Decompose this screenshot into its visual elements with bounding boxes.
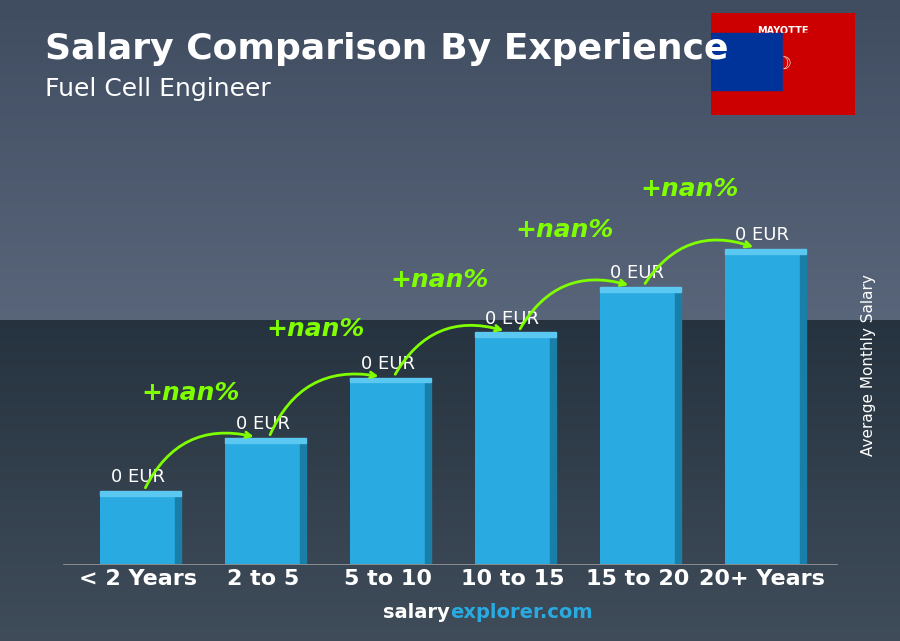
- Bar: [225, 438, 306, 443]
- Text: salary: salary: [383, 603, 450, 622]
- Bar: [475, 337, 550, 564]
- Text: 0 EUR: 0 EUR: [361, 355, 415, 373]
- Bar: [176, 496, 181, 564]
- Text: 0 EUR: 0 EUR: [236, 415, 290, 433]
- Text: 0 EUR: 0 EUR: [485, 310, 539, 328]
- Text: MAYOTTE: MAYOTTE: [757, 26, 809, 37]
- Text: 0 EUR: 0 EUR: [610, 264, 664, 282]
- Bar: [711, 33, 783, 90]
- Bar: [425, 383, 431, 564]
- Bar: [550, 337, 556, 564]
- Bar: [225, 443, 301, 564]
- Bar: [350, 378, 431, 383]
- Text: Fuel Cell Engineer: Fuel Cell Engineer: [45, 77, 271, 101]
- Bar: [675, 292, 680, 564]
- Text: +nan%: +nan%: [516, 219, 614, 242]
- Text: Average Monthly Salary: Average Monthly Salary: [861, 274, 876, 456]
- Bar: [724, 249, 806, 254]
- Bar: [599, 287, 680, 292]
- Text: Salary Comparison By Experience: Salary Comparison By Experience: [45, 32, 728, 66]
- Bar: [724, 254, 799, 564]
- Bar: [783, 33, 855, 90]
- Bar: [799, 254, 806, 564]
- Text: +nan%: +nan%: [141, 381, 239, 405]
- Bar: [350, 383, 425, 564]
- Text: explorer.com: explorer.com: [450, 603, 592, 622]
- Text: 0 EUR: 0 EUR: [735, 226, 789, 244]
- Text: +nan%: +nan%: [641, 177, 739, 201]
- Bar: [599, 292, 675, 564]
- Bar: [101, 496, 176, 564]
- Text: +nan%: +nan%: [391, 267, 490, 292]
- Bar: [475, 333, 556, 337]
- Text: 0 EUR: 0 EUR: [111, 469, 165, 487]
- Text: ☽: ☽: [776, 55, 790, 73]
- Bar: [301, 443, 306, 564]
- Bar: [101, 492, 181, 496]
- Text: +nan%: +nan%: [266, 317, 364, 341]
